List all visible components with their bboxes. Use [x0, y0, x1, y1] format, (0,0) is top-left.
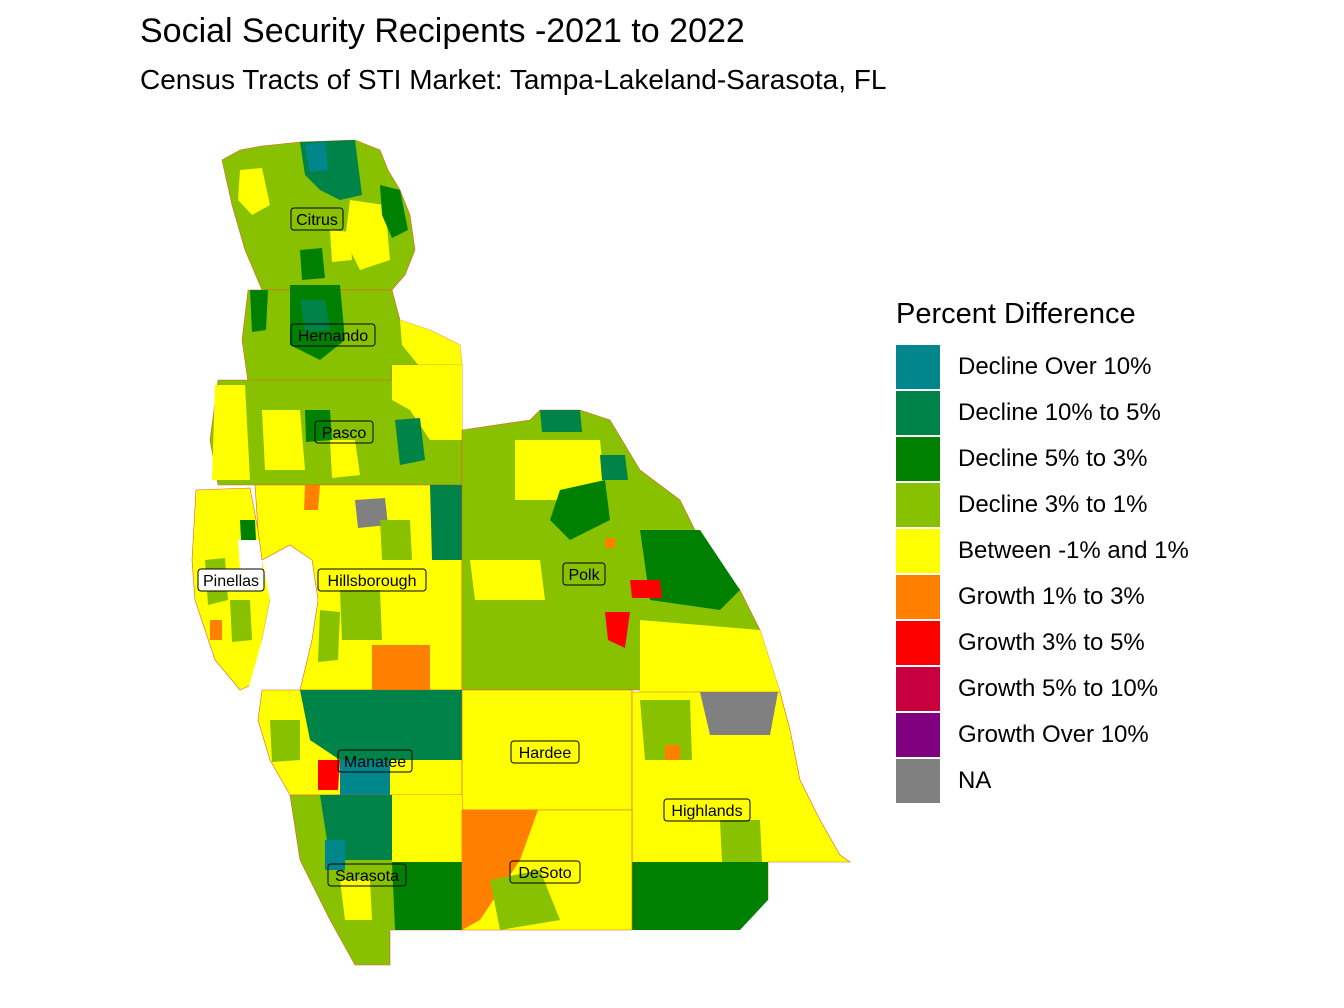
legend-item: NA	[896, 758, 1189, 804]
legend-label: Growth Over 10%	[958, 721, 1149, 748]
county-hernando	[241, 285, 463, 383]
legend-label: Decline 5% to 3%	[958, 445, 1148, 472]
legend-swatch	[896, 713, 940, 757]
county-manatee	[257, 689, 463, 796]
label-manatee: Manatee	[344, 754, 406, 771]
label-citrus: Citrus	[296, 212, 338, 229]
legend-title: Percent Difference	[896, 298, 1136, 330]
legend-label: Decline Over 10%	[958, 353, 1152, 380]
legend: Percent Difference Decline Over 10% Decli…	[896, 298, 1189, 804]
county-labels: Citrus Hernando Pasco Pinellas Hillsboro…	[197, 207, 751, 887]
legend-item: Decline Over 10%	[896, 344, 1189, 390]
legend-label: Growth 1% to 3%	[958, 583, 1145, 610]
legend-label: NA	[958, 767, 992, 794]
county-hillsborough	[254, 484, 463, 691]
county-sarasota	[289, 794, 463, 966]
county-highlands	[631, 691, 851, 930]
legend-swatch	[896, 575, 940, 619]
legend-swatch	[896, 667, 940, 711]
tampa-bay-water	[248, 545, 318, 700]
label-polk: Polk	[568, 567, 600, 584]
legend-item: Growth Over 10%	[896, 712, 1189, 758]
county-polk	[461, 409, 781, 693]
legend-label: Decline 3% to 1%	[958, 491, 1148, 518]
legend-item: Decline 10% to 5%	[896, 390, 1189, 436]
legend-swatch	[896, 621, 940, 665]
legend-item: Between -1% and 1%	[896, 528, 1189, 574]
legend-swatch	[896, 529, 940, 573]
legend-item: Growth 3% to 5%	[896, 620, 1189, 666]
map-subtitle: Census Tracts of STI Market: Tampa-Lakel…	[140, 64, 887, 95]
legend-swatch	[896, 483, 940, 527]
legend-label: Growth 5% to 10%	[958, 675, 1159, 702]
label-highlands: Highlands	[671, 803, 742, 820]
label-sarasota: Sarasota	[335, 868, 399, 885]
label-desoto: DeSoto	[518, 865, 571, 882]
legend-item: Growth 5% to 10%	[896, 666, 1189, 712]
legend-item: Decline 5% to 3%	[896, 436, 1189, 482]
label-hillsborough: Hillsborough	[328, 573, 417, 590]
legend-label: Between -1% and 1%	[958, 537, 1189, 564]
map-title: Social Security Recipents -2021 to 2022	[140, 12, 745, 50]
label-pasco: Pasco	[322, 425, 367, 442]
county-citrus	[221, 139, 416, 291]
label-hernando: Hernando	[298, 328, 368, 345]
legend-label: Decline 10% to 5%	[958, 399, 1161, 426]
county-desoto	[461, 809, 633, 931]
legend-item: Decline 3% to 1%	[896, 482, 1189, 528]
legend-label: Growth 3% to 5%	[958, 629, 1145, 656]
legend-item: Growth 1% to 3%	[896, 574, 1189, 620]
label-hardee: Hardee	[519, 745, 572, 762]
label-pinellas: Pinellas	[203, 573, 259, 590]
legend-swatch	[896, 391, 940, 435]
legend-swatch	[896, 437, 940, 481]
legend-swatch	[896, 345, 940, 389]
county-pasco	[209, 364, 463, 486]
legend-items: Decline Over 10% Decline 10% to 5% Decline…	[896, 344, 1189, 804]
legend-swatch	[896, 759, 940, 803]
